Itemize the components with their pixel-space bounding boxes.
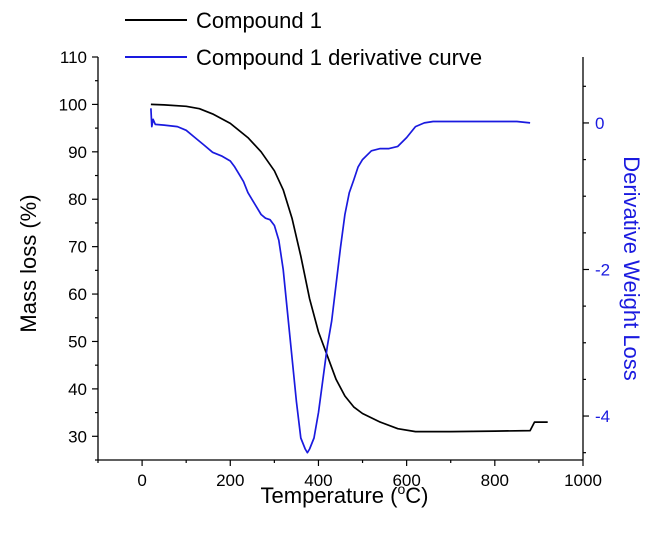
legend: Compound 1 Compound 1 derivative curve (125, 8, 482, 70)
y2-tick-label: 0 (595, 114, 604, 133)
y-tick-label: 80 (68, 190, 87, 209)
y-tick-label: 100 (59, 95, 87, 114)
y-tick-label: 90 (68, 143, 87, 162)
legend-label: Compound 1 (196, 8, 322, 33)
axes: 0 200 400 600 800 1000 30 40 50 60 70 80 90 100 110 0 -2… (16, 48, 644, 508)
y-tick-label: 50 (68, 332, 87, 351)
y-tick-label: 30 (68, 427, 87, 446)
x-tick-label: 0 (137, 471, 146, 490)
y2-tick-label: -2 (595, 260, 610, 279)
x-tick-label: 800 (481, 471, 509, 490)
plot-area (150, 103, 548, 454)
y2-axis-title: Derivative Weight Loss (619, 156, 644, 381)
x-tick-label: 600 (392, 471, 420, 490)
y-tick-label: 70 (68, 238, 87, 257)
x-tick-label: 200 (216, 471, 244, 490)
y-tick-label: 40 (68, 380, 87, 399)
y-tick-label: 60 (68, 285, 87, 304)
series-line-mass (150, 103, 548, 433)
series-line-derivative (150, 108, 531, 454)
x-axis-title: Temperature (oC) (261, 481, 429, 508)
y-axis-title: Mass loss (%) (16, 194, 41, 332)
y2-tick-label: -4 (595, 407, 610, 426)
legend-label: Compound 1 derivative curve (196, 45, 482, 70)
y-tick-label: 110 (60, 48, 87, 67)
x-tick-label: 1000 (564, 471, 602, 490)
x-tick-label: 400 (304, 471, 332, 490)
